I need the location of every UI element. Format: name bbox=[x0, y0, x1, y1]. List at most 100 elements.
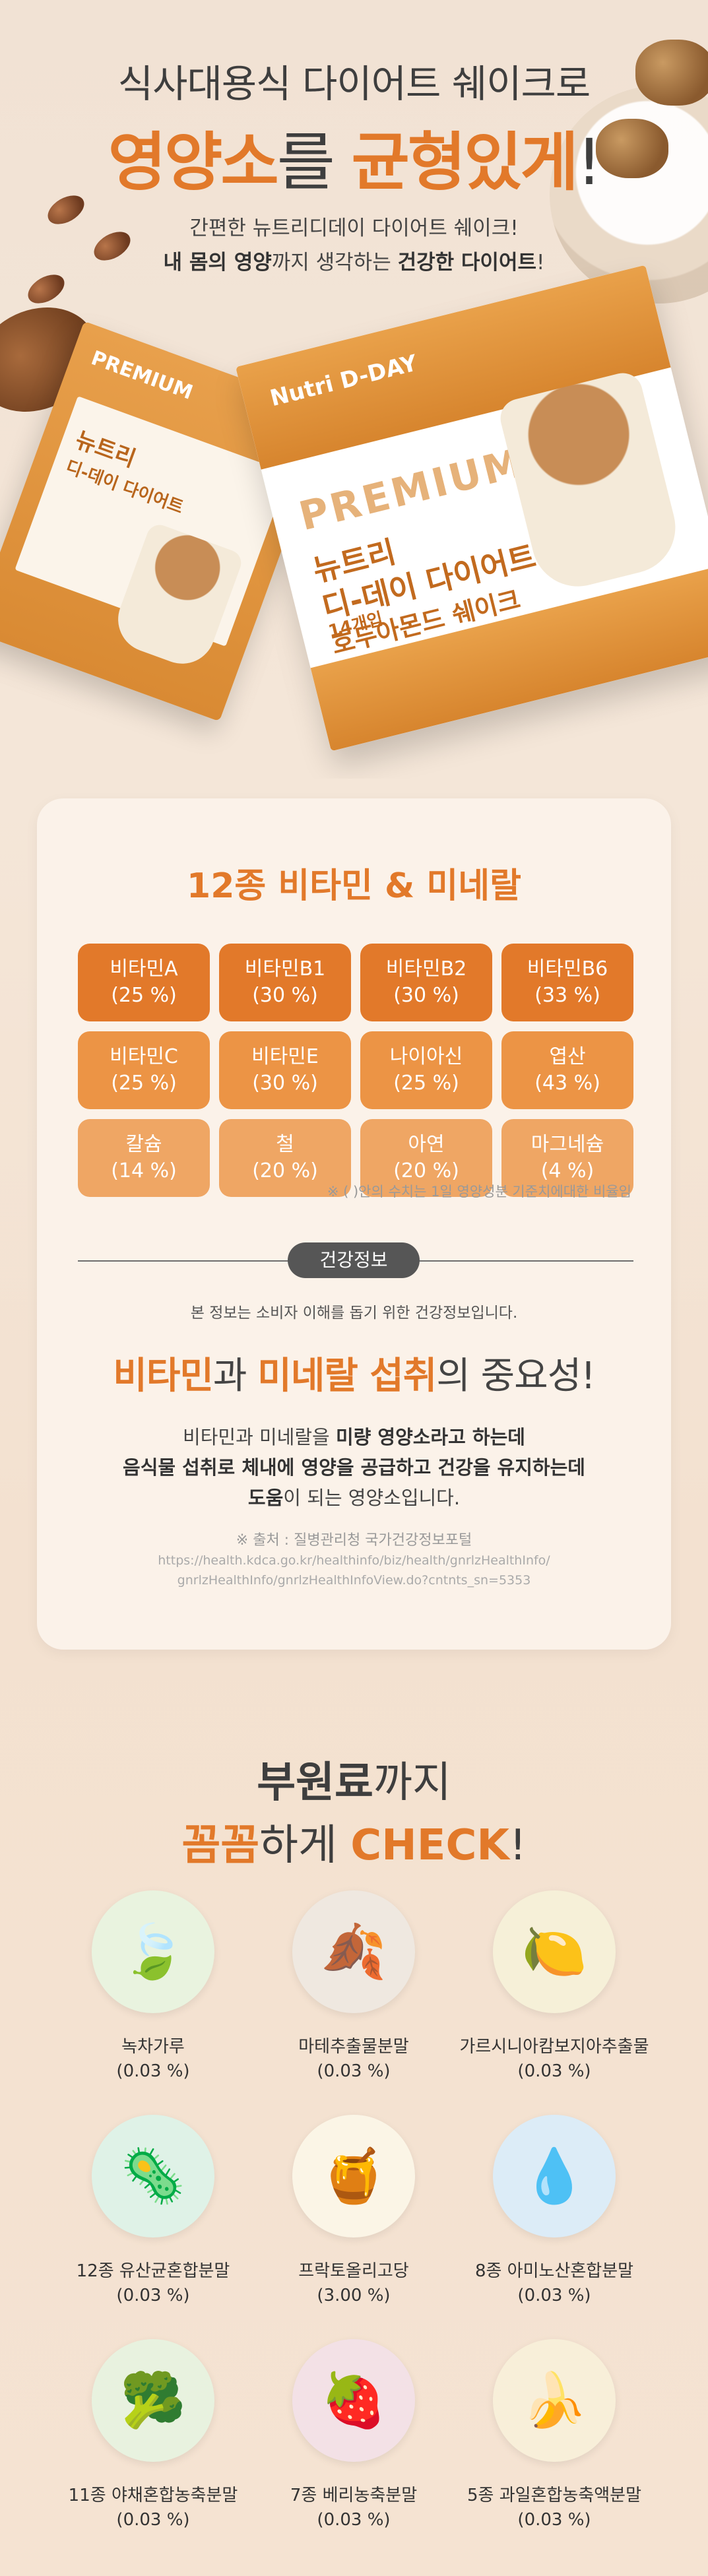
vitamin-percent: (30 %) bbox=[252, 984, 318, 1007]
vitamin-name: 비타민B1 bbox=[244, 957, 326, 981]
ingredient-image: 💧 bbox=[493, 2115, 616, 2238]
ingredient-percent: (0.03 %) bbox=[317, 2510, 391, 2530]
ingredient-image: 🍃 bbox=[92, 1890, 214, 2013]
vitamin-name: 비타민B2 bbox=[385, 957, 467, 981]
health-info-body: 비타민과 미네랄을 미량 영양소라고 하는데 음식물 섭취로 체내에 영양을 공… bbox=[37, 1422, 671, 1513]
ingredients-title-mid: 까지 bbox=[373, 1758, 451, 1807]
vitamin-cell: 비타민B2 (30 %) bbox=[360, 944, 492, 1021]
pouch-label-area: 뉴트리 디-데이 다이어트 bbox=[15, 396, 289, 673]
ingredients-grid: 🍃 녹차가루 (0.03 %) 🍂 마테추출물분말 (0.03 %) 🍋 가르시니아캄보지아추… bbox=[53, 1890, 655, 2563]
hero-title-mid: 를 bbox=[276, 125, 352, 199]
hero-title-highlight1: 영양소 bbox=[108, 125, 279, 199]
vitamin-mineral-card: 12종 비타민 & 미네랄 비타민A (25 %) 비타민B1 (30 %) 비타민B2… bbox=[37, 798, 671, 1650]
ingredient-name: 5종 과일혼합농축액분말 bbox=[467, 2486, 641, 2505]
ingredient-image: 🍓 bbox=[292, 2339, 415, 2462]
vitamin-footnote: ※ ( )안의 수치는 1일 영양성분 기준치에대한 비율임 bbox=[327, 1184, 631, 1200]
ingredient-image: 🦠 bbox=[92, 2115, 214, 2238]
ingredient-item: 💧 8종 아미노산혼합분말 (0.03 %) bbox=[454, 2115, 655, 2339]
hero-sub-end: ! bbox=[536, 251, 545, 274]
health-body-line1: 비타민과 미네랄을 미량 영양소라고 하는데 bbox=[37, 1422, 671, 1452]
ingredient-item: 🍯 프락토올리고당 (3.00 %) bbox=[253, 2115, 454, 2339]
ingredient-name: 8종 아미노산혼합분말 bbox=[474, 2261, 634, 2281]
ingredient-percent: (0.03 %) bbox=[116, 2510, 190, 2530]
ingredient-percent: (0.03 %) bbox=[116, 2286, 190, 2305]
vitamin-name: 비타민E bbox=[251, 1045, 319, 1068]
product-box-image: Nutri D-DAY PREMIUM 뉴트리 디-데이 다이어트 호두아몬드 … bbox=[235, 265, 708, 752]
box-brand-label: Nutri D-DAY bbox=[267, 350, 420, 412]
vitamin-cell: 비타민E (30 %) bbox=[219, 1031, 351, 1109]
vitamin-cell: 비타민B1 (30 %) bbox=[219, 944, 351, 1021]
ingredients-title-highlight2: CHECK bbox=[350, 1821, 510, 1870]
ingredient-percent: (0.03 %) bbox=[317, 2061, 391, 2081]
health-title-highlight2: 미네랄 섭취 bbox=[257, 1355, 437, 1398]
hero-title-line2: 영양소를 균형있게! bbox=[0, 111, 708, 203]
health-body-l3b: 도움 bbox=[247, 1487, 284, 1509]
vitamin-cell: 나이아신 (25 %) bbox=[360, 1031, 492, 1109]
hero-sub-line1: 간편한 뉴트리디데이 다이어트 쉐이크! bbox=[189, 216, 519, 240]
vitamin-percent: (25 %) bbox=[111, 1072, 177, 1095]
vitamin-cell: 엽산 (43 %) bbox=[501, 1031, 633, 1109]
hero-sub-bold1: 내 몸의 영양 bbox=[163, 251, 272, 274]
source-label: ※ 출처 : 질병관리청 국가건강정보포털 bbox=[236, 1532, 472, 1549]
ingredient-percent: (3.00 %) bbox=[317, 2286, 391, 2305]
health-title-mid: 과 bbox=[212, 1355, 258, 1398]
ingredients-title-line1: 부원료까지 bbox=[0, 1749, 708, 1809]
health-info-notice: 본 정보는 소비자 이해를 돕기 위한 건강정보입니다. bbox=[190, 1304, 518, 1322]
ingredient-item: 🦠 12종 유산균혼합분말 (0.03 %) bbox=[53, 2115, 253, 2339]
ingredient-image: 🍂 bbox=[292, 1890, 415, 2013]
ingredient-name: 마테추출물분말 bbox=[298, 2037, 409, 2057]
vitamin-name: 비타민A bbox=[110, 957, 178, 981]
hero-sub-bold2: 건강한 다이어트 bbox=[397, 251, 536, 274]
vitamin-cell: 비타민B6 (33 %) bbox=[501, 944, 633, 1021]
ingredient-image: 🍌 bbox=[493, 2339, 616, 2462]
vitamin-cell: 비타민A (25 %) bbox=[78, 944, 210, 1021]
vitamin-grid: 비타민A (25 %) 비타민B1 (30 %) 비타민B2 (30 %) 비타민B6 (33… bbox=[78, 944, 633, 1197]
ingredient-item: 🥦 11종 야채혼합농축분말 (0.03 %) bbox=[53, 2339, 253, 2563]
ingredient-image: 🥦 bbox=[92, 2339, 214, 2462]
ingredient-name: 녹차가루 bbox=[121, 2037, 185, 2057]
ingredient-item: 🍓 7종 베리농축분말 (0.03 %) bbox=[253, 2339, 454, 2563]
health-body-l2: 음식물 섭취로 체내에 영양을 공급하고 건강을 유지하는데 bbox=[123, 1456, 585, 1479]
vitamin-name: 비타민C bbox=[110, 1045, 178, 1068]
ingredient-name: 11종 야채혼합농축분말 bbox=[68, 2486, 238, 2505]
health-body-l1a: 비타민과 미네랄을 bbox=[183, 1426, 336, 1448]
ingredients-title-bold: 부원료 bbox=[257, 1758, 373, 1807]
hero-subtitle: 간편한 뉴트리디데이 다이어트 쉐이크! 내 몸의 영양까지 생각하는 건강한 … bbox=[0, 211, 708, 280]
ingredient-image: 🍯 bbox=[292, 2115, 415, 2238]
health-info-title: 비타민과 미네랄 섭취의 중요성! bbox=[37, 1346, 671, 1400]
ingredient-item: 🍋 가르시니아캄보지아추출물 (0.03 %) bbox=[454, 1890, 655, 2115]
health-body-l1b: 미량 영양소라고 하는데 bbox=[335, 1426, 525, 1448]
vitamin-cell: 비타민C (25 %) bbox=[78, 1031, 210, 1109]
vitamin-percent: (20 %) bbox=[252, 1159, 318, 1182]
ingredient-name: 가르시니아캄보지아추출물 bbox=[459, 2037, 649, 2057]
source-url-line1: https://health.kdca.go.kr/healthinfo/biz… bbox=[158, 1553, 550, 1568]
health-info-source: ※ 출처 : 질병관리청 국가건강정보포털 https://health.kdc… bbox=[37, 1531, 671, 1590]
ingredient-name: 프락토올리고당 bbox=[298, 2261, 409, 2281]
vitamin-cell: 철 (20 %) bbox=[219, 1119, 351, 1197]
ingredient-item: 🍃 녹차가루 (0.03 %) bbox=[53, 1890, 253, 2115]
hero-sub-mid: 까지 생각하는 bbox=[271, 251, 398, 274]
ingredients-title-end: ! bbox=[509, 1821, 527, 1870]
vitamin-name: 철 bbox=[276, 1133, 294, 1156]
vitamin-cell: 칼슘 (14 %) bbox=[78, 1119, 210, 1197]
ingredient-percent: (0.03 %) bbox=[517, 2061, 591, 2081]
ingredient-percent: (0.03 %) bbox=[517, 2286, 591, 2305]
ingredient-item: 🍂 마테추출물분말 (0.03 %) bbox=[253, 1890, 454, 2115]
vitamin-percent: (4 %) bbox=[540, 1159, 595, 1182]
vitamin-name: 엽산 bbox=[549, 1045, 586, 1068]
ingredients-title-line2: 꼼꼼하게 CHECK! bbox=[0, 1811, 708, 1872]
hero-sub-line2: 내 몸의 영양까지 생각하는 건강한 다이어트! bbox=[0, 245, 708, 280]
ingredient-name: 7종 베리농축분말 bbox=[290, 2486, 418, 2505]
ingredients-title-mid2: 하게 bbox=[259, 1821, 351, 1870]
vitamin-name: 아연 bbox=[408, 1133, 445, 1156]
ingredient-item: 🍌 5종 과일혼합농축액분말 (0.03 %) bbox=[454, 2339, 655, 2563]
ingredients-title-highlight1: 꼼꼼 bbox=[181, 1821, 260, 1870]
vitamin-percent: (25 %) bbox=[111, 984, 177, 1007]
vitamin-percent: (43 %) bbox=[534, 1072, 600, 1095]
vitamin-name: 마그네슘 bbox=[531, 1133, 604, 1156]
health-body-l3a: 이 되는 영양소입니다. bbox=[283, 1487, 461, 1509]
pouch-product-name: 뉴트리 디-데이 다이어트 bbox=[61, 426, 197, 523]
vitamin-percent: (25 %) bbox=[393, 1072, 459, 1095]
vitamin-card-title: 12종 비타민 & 미네랄 bbox=[187, 866, 521, 906]
hero-title-end: ! bbox=[576, 125, 602, 199]
